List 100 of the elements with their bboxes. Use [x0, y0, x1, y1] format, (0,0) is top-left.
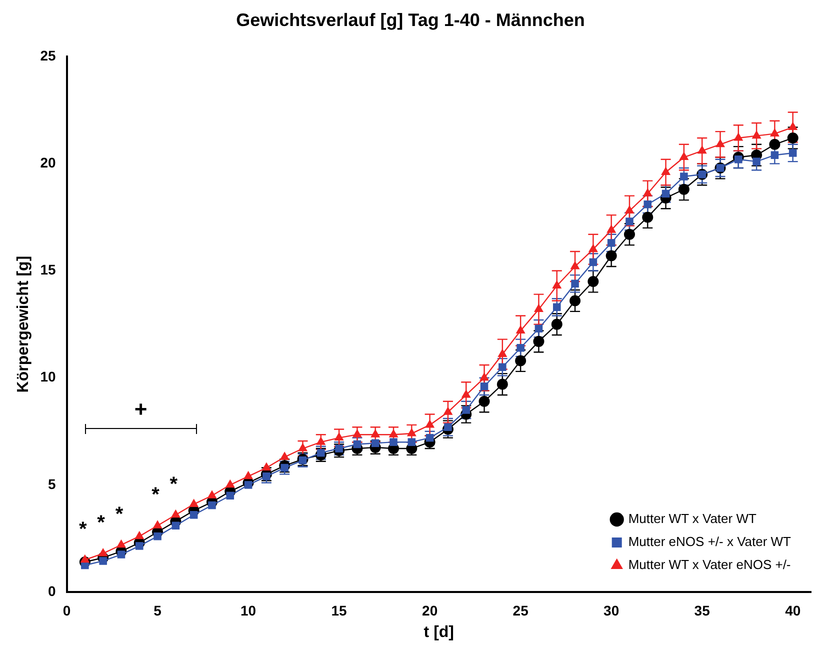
- y-tick-label: 20: [40, 154, 56, 171]
- x-axis-title: t [d]: [424, 624, 454, 641]
- point: [606, 224, 616, 233]
- point: [678, 184, 690, 195]
- point: [570, 260, 580, 270]
- point: [262, 462, 272, 471]
- point: [787, 132, 798, 144]
- point: [498, 348, 508, 358]
- x-tick-label: 0: [62, 602, 71, 618]
- point: [480, 382, 488, 390]
- y-axis-title: Körpergewicht [g]: [15, 256, 32, 393]
- point: [642, 188, 652, 196]
- point: [225, 479, 235, 488]
- point: [752, 130, 762, 139]
- point: [516, 325, 526, 334]
- point: [679, 152, 689, 160]
- x-tick-label: 15: [331, 602, 348, 618]
- point: [406, 428, 416, 436]
- point: [226, 492, 234, 500]
- point: [98, 548, 108, 556]
- legend-label: Mutter WT x Vater eNOS +/-: [628, 557, 791, 572]
- point: [172, 522, 180, 530]
- point: [752, 158, 760, 166]
- point: [606, 250, 617, 262]
- point: [408, 438, 416, 446]
- y-tick-label: 0: [48, 582, 56, 599]
- point: [461, 389, 471, 398]
- point: [207, 490, 217, 498]
- point: [443, 406, 453, 415]
- point: [190, 511, 198, 519]
- point: [697, 145, 707, 154]
- point: [370, 429, 380, 438]
- point: [425, 419, 435, 428]
- annotation: *: [115, 503, 124, 526]
- point: [80, 554, 90, 563]
- point: [552, 280, 562, 288]
- point: [462, 406, 470, 414]
- point: [788, 122, 798, 130]
- point: [662, 190, 670, 198]
- point: [515, 355, 526, 366]
- point: [534, 324, 543, 332]
- annotation: *: [152, 484, 160, 506]
- point: [644, 200, 652, 208]
- point: [571, 280, 579, 288]
- x-tick-label: 25: [512, 602, 529, 618]
- annotation: *: [170, 473, 178, 496]
- x-tick-label: 5: [154, 602, 162, 618]
- point: [552, 303, 561, 312]
- point: [480, 372, 490, 381]
- annotation: *: [97, 512, 106, 534]
- point: [642, 212, 654, 223]
- x-tick-label: 20: [422, 602, 438, 618]
- point: [334, 432, 344, 441]
- annotation: +: [134, 396, 148, 422]
- y-tick-label: 15: [40, 262, 56, 278]
- x-tick-label: 10: [240, 602, 256, 618]
- point: [661, 166, 671, 175]
- point: [680, 172, 688, 180]
- point: [371, 439, 380, 448]
- point: [769, 138, 780, 150]
- chart-title: Gewichtsverlauf [g] Tag 1-40 - Männchen: [236, 10, 585, 30]
- point: [570, 295, 581, 306]
- point: [788, 149, 797, 157]
- point: [534, 304, 544, 312]
- point: [117, 550, 126, 558]
- point: [298, 443, 308, 452]
- y-tick-label: 10: [40, 368, 56, 385]
- point: [607, 239, 616, 247]
- point: [352, 429, 362, 438]
- point: [626, 218, 634, 226]
- point: [624, 228, 635, 240]
- point: [715, 138, 726, 148]
- point: [390, 438, 398, 446]
- point: [116, 539, 126, 548]
- annotation: *: [79, 518, 88, 540]
- point: [498, 363, 506, 372]
- point: [496, 378, 508, 390]
- x-tick-label: 40: [785, 602, 801, 618]
- point: [624, 205, 634, 214]
- point: [244, 481, 252, 489]
- point: [244, 470, 254, 480]
- point: [388, 429, 398, 438]
- point: [533, 336, 544, 347]
- point: [135, 542, 144, 550]
- x-tick-label: 35: [694, 602, 710, 618]
- point: [734, 132, 744, 141]
- point: [189, 498, 199, 507]
- point: [770, 151, 779, 160]
- y-tick-label: 25: [40, 47, 56, 64]
- point: [208, 501, 216, 510]
- point: [152, 520, 162, 528]
- point: [154, 532, 162, 540]
- point: [551, 318, 562, 330]
- point: [170, 509, 180, 518]
- y-tick-label: 5: [48, 476, 56, 492]
- legend-label: Mutter WT x Vater WT: [628, 511, 756, 526]
- point: [316, 436, 326, 445]
- point: [589, 258, 598, 266]
- point: [478, 396, 490, 407]
- point: [588, 276, 599, 287]
